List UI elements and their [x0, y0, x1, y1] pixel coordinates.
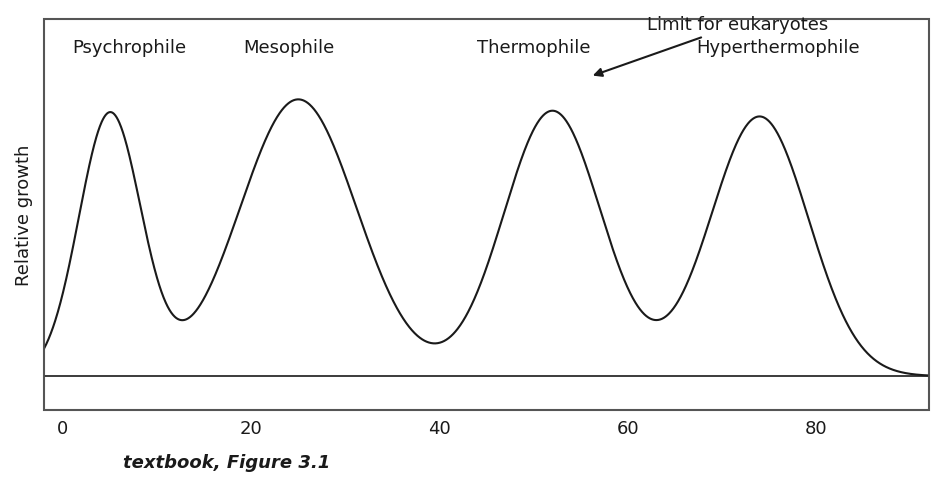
Text: Thermophile: Thermophile	[477, 39, 590, 56]
Text: Psychrophile: Psychrophile	[72, 39, 186, 56]
Y-axis label: Relative growth: Relative growth	[15, 144, 33, 286]
Text: textbook, Figure 3.1: textbook, Figure 3.1	[123, 455, 330, 472]
Text: Limit for eukaryotes: Limit for eukaryotes	[595, 16, 828, 76]
Text: Mesophile: Mesophile	[244, 39, 334, 56]
Text: Hyperthermophile: Hyperthermophile	[697, 39, 860, 56]
Bar	[44, 19, 929, 410]
